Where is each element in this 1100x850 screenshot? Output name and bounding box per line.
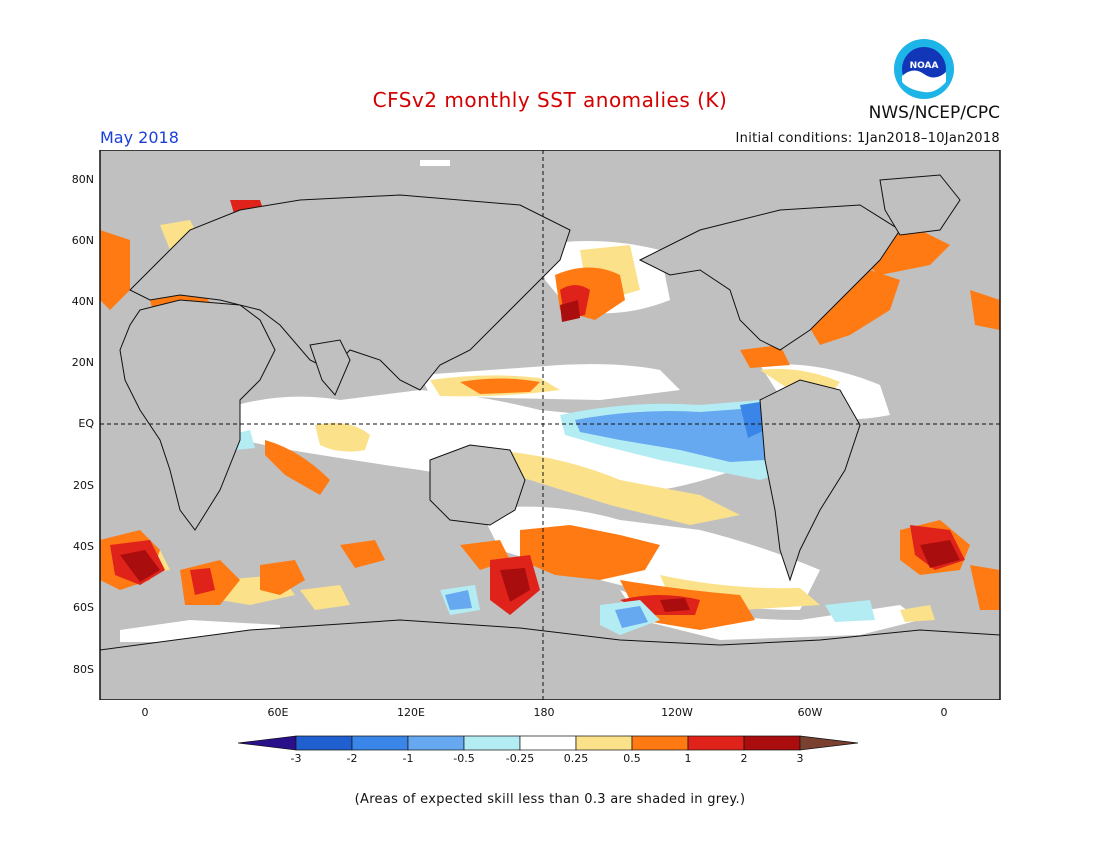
forecast-month: May 2018 [100,128,179,147]
colorbar-extend-low [238,735,297,751]
colorbar-label: -2 [346,752,358,765]
lon-label: 0 [141,706,149,719]
colorbar-label: -0.25 [505,752,535,765]
lon-label: 180 [533,706,555,719]
colorbar-cell [463,735,521,751]
lat-label: 40S [73,540,94,553]
lat-label: 20S [73,479,94,492]
colorbar-label: 1 [684,752,692,765]
colorbar-label: 0.5 [623,752,641,765]
colorbar [238,735,859,751]
lat-label: EQ [78,417,94,430]
colorbar-cell [575,735,633,751]
lon-label: 60E [267,706,289,719]
colorbar-extend-high [799,735,859,751]
colorbar-cell [631,735,689,751]
lat-label: 60N [71,234,94,247]
colorbar-label: 0.25 [563,752,589,765]
land-masses [100,174,1000,700]
colorbar-label: -3 [290,752,302,765]
noaa-logo: NOAA [894,39,954,99]
lat-label: 60S [73,601,94,614]
lon-label: 120W [661,706,693,719]
colorbar-cell [743,735,801,751]
noaa-logo-text: NOAA [910,61,939,71]
lat-label: 20N [71,356,94,369]
lat-label: 80N [71,173,94,186]
lat-label: 80S [73,663,94,676]
colorbar-label: 3 [796,752,804,765]
skill-note: (Areas of expected skill less than 0.3 a… [354,792,746,807]
colorbar-cells [238,735,859,751]
colorbar-cell [687,735,745,751]
colorbar-label: 2 [740,752,748,765]
sst-anomaly-map [99,150,1001,700]
agency-label: NWS/NCEP/CPC [868,103,1000,123]
initial-conditions: Initial conditions: 1Jan2018–10Jan2018 [735,131,1000,146]
warm-anomaly-very-strong [120,300,960,612]
colorbar-label: -1 [402,752,414,765]
map-frame [99,150,1001,700]
colorbar-cell [351,735,409,751]
colorbar-cell [295,735,353,751]
lon-label: 0 [940,706,948,719]
colorbar-cell [519,735,577,751]
lat-label: 40N [71,295,94,308]
colorbar-label: -0.5 [453,752,475,765]
cool-anomaly-strong [740,402,765,438]
cool-anomaly-moderate [445,408,770,628]
map-title: CFSv2 monthly SST anomalies (K) [372,88,728,112]
lon-label: 120E [397,706,425,719]
lon-label: 60W [797,706,823,719]
colorbar-cell [407,735,465,751]
